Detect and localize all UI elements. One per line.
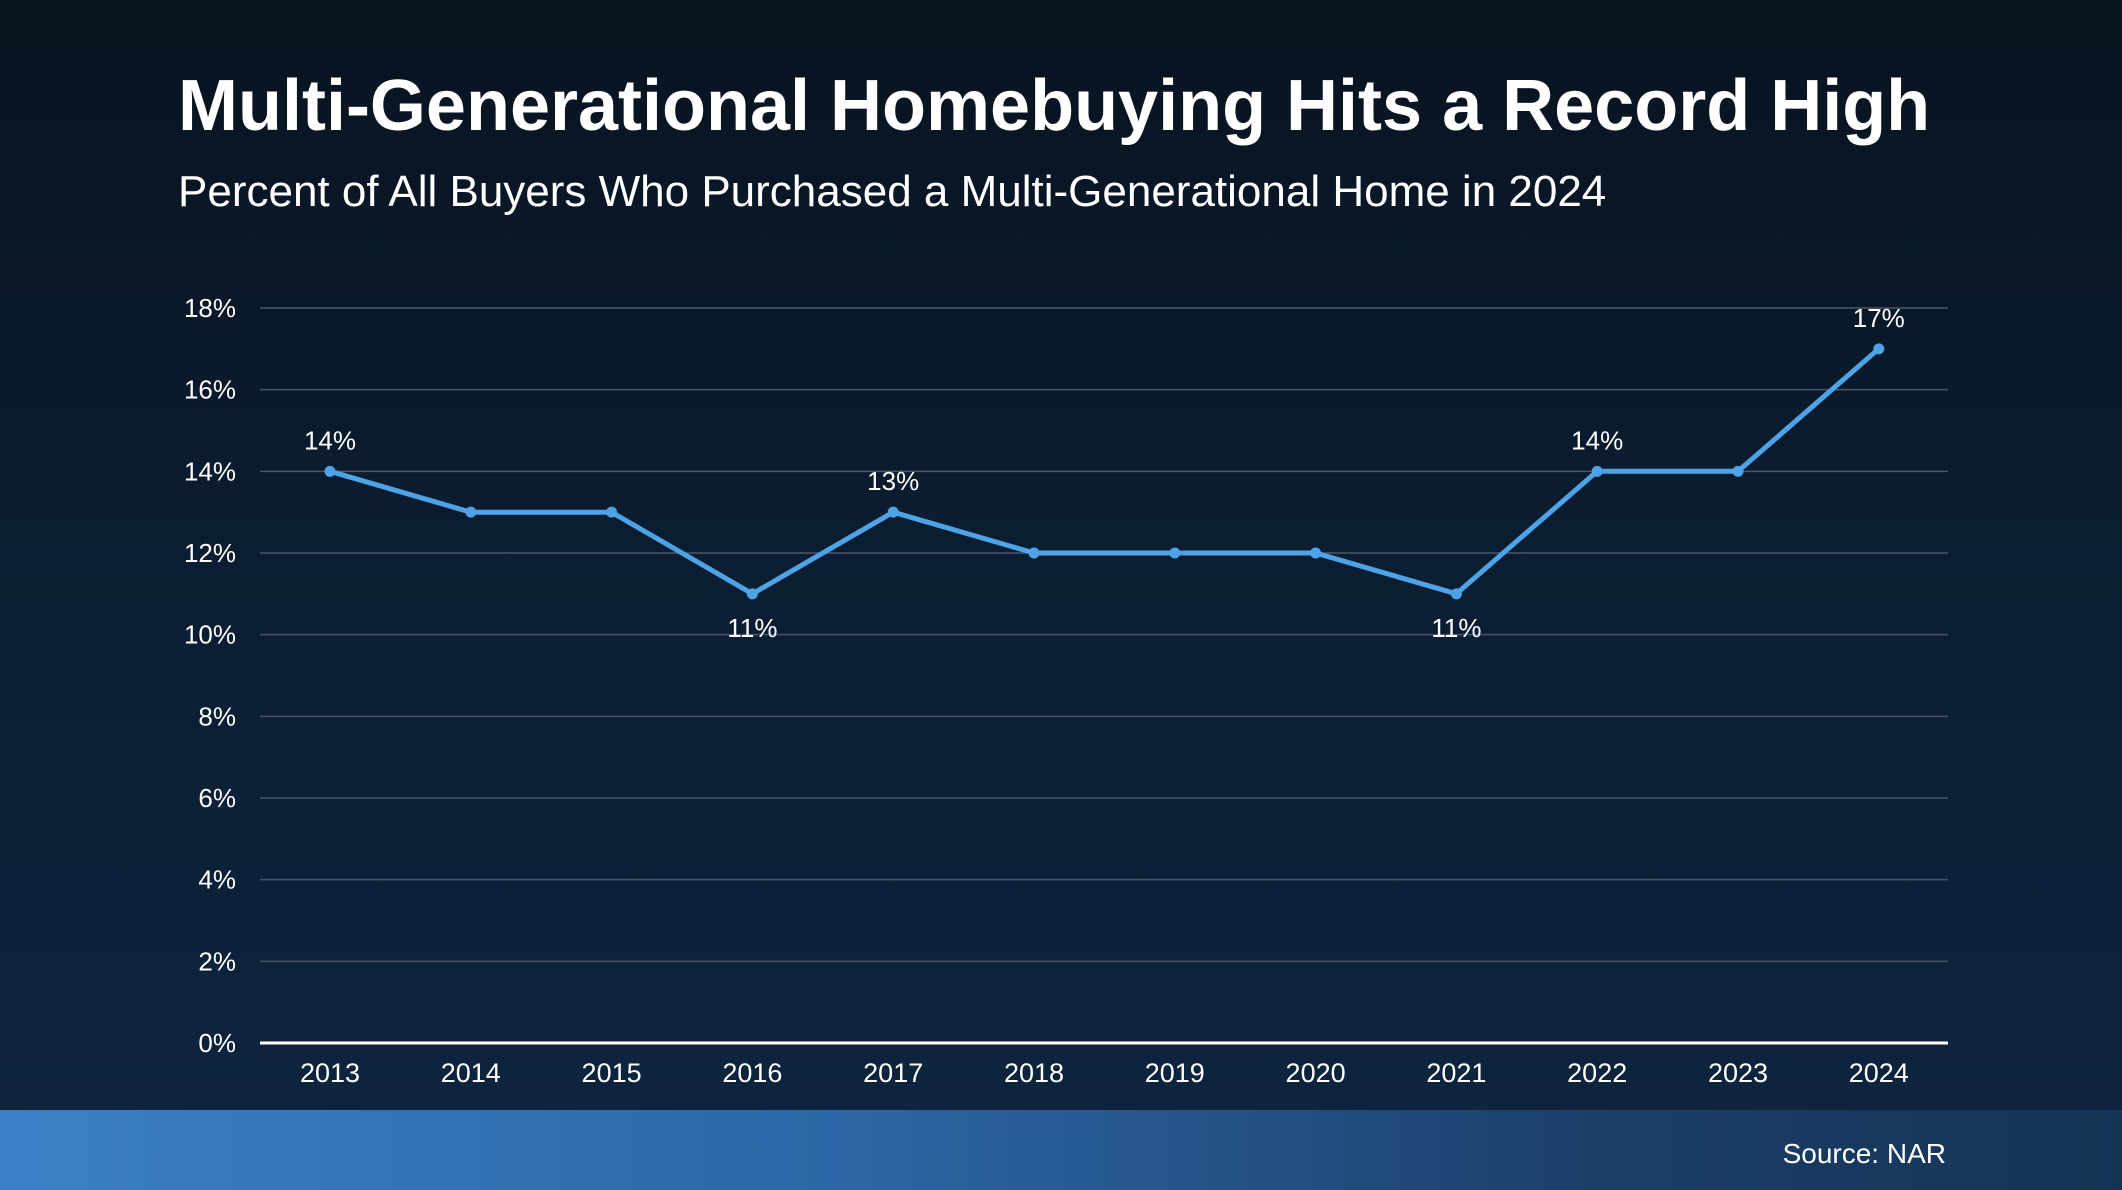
y-tick-label: 4% [198,865,236,895]
data-point [1310,547,1322,559]
y-tick-label: 12% [184,538,236,568]
y-tick-label: 6% [198,783,236,813]
data-labels: 14% 11% 13% 11% 14% 17% [304,303,1905,643]
data-point [606,506,618,518]
y-tick-label: 0% [198,1028,236,1058]
data-point [1873,343,1885,355]
series-line-layer [327,346,1882,597]
x-tick-label: 2016 [722,1058,782,1088]
gridlines [260,307,1948,1045]
y-tick-label: 18% [184,293,236,323]
data-point [465,506,477,518]
data-label: 14% [304,425,356,455]
x-tick-label: 2020 [1286,1058,1346,1088]
data-point [746,588,758,600]
data-point [1591,465,1603,477]
x-tick-label: 2021 [1426,1058,1486,1088]
x-axis-ticks: 2013 2014 2015 2016 2017 2018 2019 2020 2021 2022… [300,1058,1909,1088]
data-point [1169,547,1181,559]
data-point [1028,547,1040,559]
x-tick-label: 2022 [1567,1058,1627,1088]
x-tick-label: 2014 [441,1058,501,1088]
x-tick-label: 2015 [582,1058,642,1088]
source-note: Source: NAR [1782,1138,1946,1169]
y-tick-label: 14% [184,456,236,486]
data-label: 11% [1431,613,1481,643]
x-tick-label: 2017 [863,1058,923,1088]
data-point [324,465,336,477]
data-label: 13% [867,466,919,496]
x-tick-label: 2019 [1145,1058,1205,1088]
data-point [887,506,899,518]
y-axis-ticks: 0% 2% 4% 6% 8% 10% 12% 14% 16% 18% [184,293,236,1058]
data-point [1450,588,1462,600]
data-points [324,343,1885,600]
x-tick-label: 2018 [1004,1058,1064,1088]
footer-bar [0,1110,2122,1190]
y-tick-label: 2% [198,946,236,976]
data-label: 11% [727,613,777,643]
y-tick-label: 8% [198,701,236,731]
data-label: 14% [1571,425,1623,455]
y-tick-label: 16% [184,375,236,405]
chart-title: Multi-Generational Homebuying Hits a Rec… [178,66,1931,146]
data-label: 17% [1853,303,1905,333]
x-tick-label: 2023 [1708,1058,1768,1088]
chart-subtitle: Percent of All Buyers Who Purchased a Mu… [178,167,1607,216]
y-tick-label: 10% [184,620,236,650]
data-point [1732,465,1744,477]
series-line [327,346,1882,597]
x-tick-label: 2013 [300,1058,360,1088]
x-tick-label: 2024 [1849,1058,1909,1088]
